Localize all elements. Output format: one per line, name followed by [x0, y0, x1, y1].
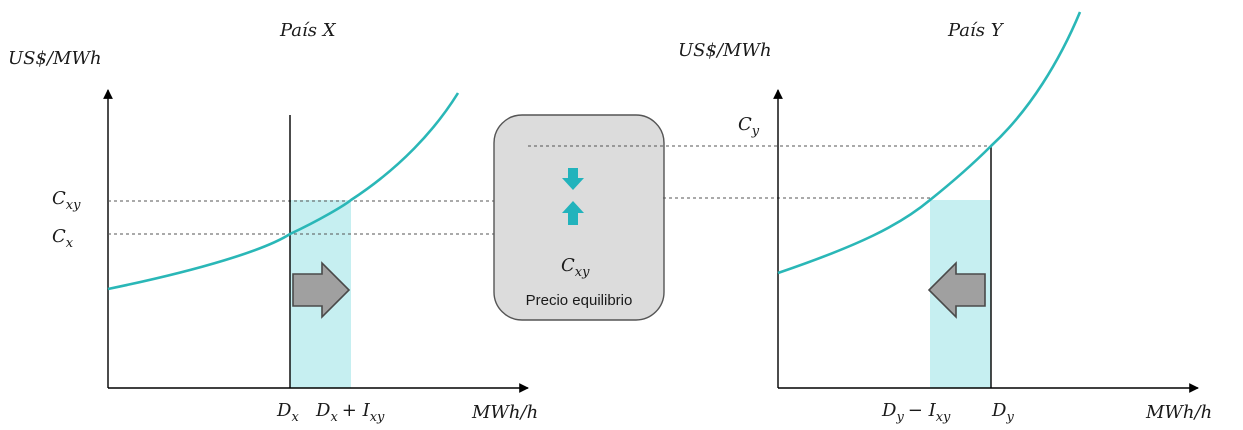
right-panel: País Y US$/MWh MWh/h Cy Dy − Ixy Dy [678, 11, 1212, 425]
right-x-axis-label: MWh/h [1145, 402, 1212, 423]
right-demand-minus-import-label: Dy − Ixy [881, 400, 951, 425]
arrow-down-icon [562, 168, 584, 190]
right-arrow-icon [292, 261, 351, 319]
left-demand-label: Dx [276, 400, 299, 425]
right-demand-label: Dy [991, 400, 1014, 425]
left-panel: País X US$/MWh MWh/h Cxy Cx Dx Dx + Ixy [8, 20, 663, 425]
left-x-axis-label: MWh/h [471, 402, 538, 423]
left-supply-curve [107, 92, 460, 291]
right-price-label: Cy [738, 114, 760, 139]
center-price-label: Cxy [561, 255, 590, 280]
equilibrium-box: Cxy Precio equilibrio [493, 114, 991, 321]
center-caption: Precio equilibrio [526, 292, 633, 309]
left-price-high-label: Cxy [52, 188, 81, 213]
left-arrow-icon [927, 261, 986, 319]
left-panel-title: País X [279, 20, 337, 41]
right-panel-title: País Y [947, 20, 1005, 41]
equilibrium-box-frame [493, 114, 665, 321]
left-demand-plus-import-label: Dx + Ixy [315, 400, 385, 425]
right-supply-curve [777, 11, 1082, 275]
left-price-low-label: Cx [52, 226, 74, 251]
arrow-up-icon [562, 201, 584, 225]
left-y-axis-label: US$/MWh [8, 48, 102, 69]
right-y-axis-label: US$/MWh [678, 40, 772, 61]
